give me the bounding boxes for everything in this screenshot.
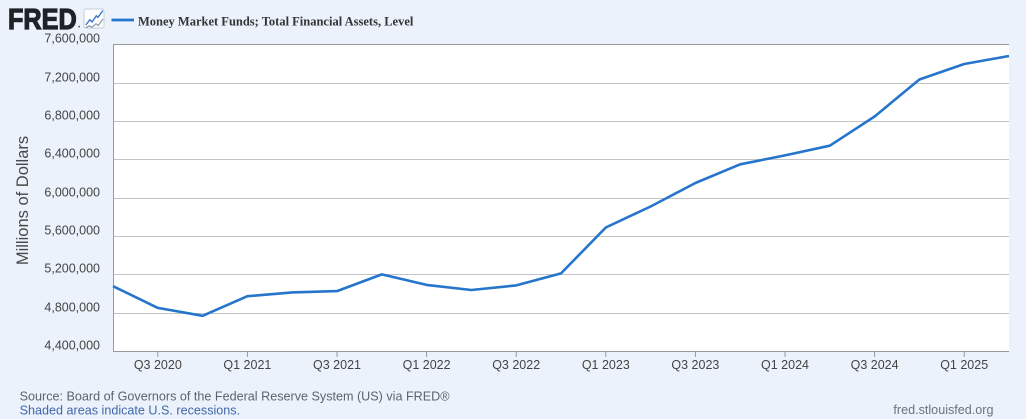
svg-text:Q1 2021: Q1 2021 bbox=[223, 358, 271, 372]
svg-text:Q1 2025: Q1 2025 bbox=[940, 358, 988, 372]
svg-text:5,200,000: 5,200,000 bbox=[44, 261, 100, 275]
svg-text:Q3 2023: Q3 2023 bbox=[671, 358, 719, 372]
svg-text:6,400,000: 6,400,000 bbox=[44, 146, 100, 160]
svg-text:Q1 2022: Q1 2022 bbox=[403, 358, 451, 372]
svg-text:Money Market Funds; Total Fina: Money Market Funds; Total Financial Asse… bbox=[138, 14, 414, 28]
svg-text:Q1 2024: Q1 2024 bbox=[761, 358, 809, 372]
svg-text:Source: Board of Governors of: Source: Board of Governors of the Federa… bbox=[20, 389, 451, 403]
svg-text:7,200,000: 7,200,000 bbox=[44, 70, 100, 84]
svg-text:Q3 2022: Q3 2022 bbox=[492, 358, 540, 372]
svg-text:Q3 2020: Q3 2020 bbox=[134, 358, 182, 372]
svg-text:6,800,000: 6,800,000 bbox=[44, 108, 100, 122]
svg-text:FRED: FRED bbox=[8, 2, 77, 35]
svg-text:6,000,000: 6,000,000 bbox=[44, 185, 100, 199]
svg-text:4,800,000: 4,800,000 bbox=[44, 300, 100, 314]
svg-text:Q1 2023: Q1 2023 bbox=[582, 358, 630, 372]
svg-text:Q3 2024: Q3 2024 bbox=[851, 358, 899, 372]
svg-text:4,400,000: 4,400,000 bbox=[44, 338, 100, 352]
svg-text:5,600,000: 5,600,000 bbox=[44, 223, 100, 237]
svg-text:fred.stlouisfed.org: fred.stlouisfed.org bbox=[893, 403, 993, 417]
svg-text:Q3 2021: Q3 2021 bbox=[313, 358, 361, 372]
svg-text:Shaded areas indicate U.S. rec: Shaded areas indicate U.S. recessions. bbox=[20, 404, 241, 418]
svg-text:7,600,000: 7,600,000 bbox=[44, 31, 100, 45]
svg-text:Millions of Dollars: Millions of Dollars bbox=[14, 136, 32, 265]
